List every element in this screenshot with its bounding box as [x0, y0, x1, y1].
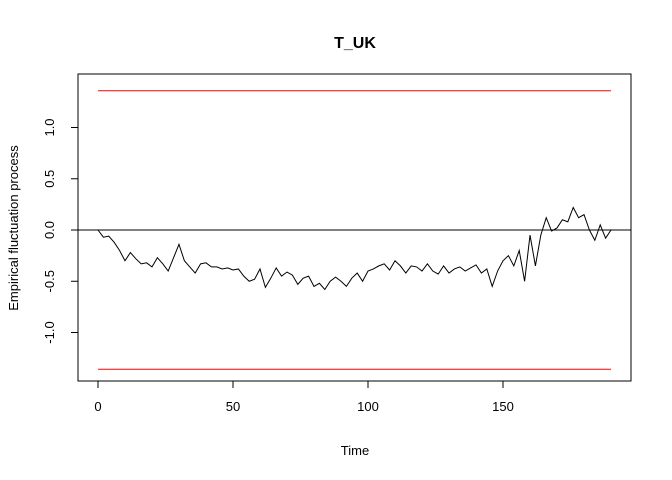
y-tick-label: 0.0 [42, 221, 57, 239]
y-tick-label: -1.0 [42, 321, 57, 343]
plot-box [77, 73, 632, 382]
x-tick-label: 0 [94, 399, 101, 414]
y-tick-label: -0.5 [42, 270, 57, 292]
chart-title: T_UK [334, 35, 376, 52]
x-tick-label: 50 [226, 399, 240, 414]
y-tick-label: 1.0 [42, 118, 57, 136]
y-axis-label: Empirical fluctuation process [6, 145, 21, 311]
x-tick-label: 100 [357, 399, 379, 414]
x-axis-label: Time [341, 443, 369, 458]
series-line [97, 206, 612, 291]
x-tick-label: 150 [492, 399, 514, 414]
y-tick-label: 0.5 [42, 170, 57, 188]
